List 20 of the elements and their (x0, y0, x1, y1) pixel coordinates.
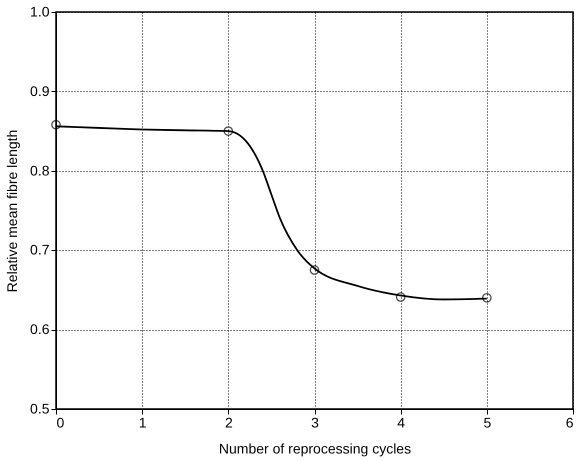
point (310, 265, 320, 275)
y-tick-label: 0.6 (30, 321, 50, 338)
x-tick-label: 1 (138, 414, 147, 430)
y-axis-title: Relative mean fibre length (4, 130, 20, 292)
x-tick-label: 3 (311, 414, 320, 430)
x-tick-label: 2 (224, 414, 233, 430)
point (51, 120, 61, 130)
x-axis-title: Number of reprocessing cycles (218, 440, 412, 456)
x-tick-label: 0 (56, 414, 64, 430)
y-tick-label: 0.5 (30, 400, 50, 416)
y-tick-label: 0.7 (30, 242, 50, 258)
point (482, 293, 492, 303)
point (224, 126, 234, 136)
point (396, 292, 406, 302)
y-tick-label: 0.9 (30, 82, 50, 99)
y-tick-label: 0.8 (30, 162, 50, 178)
x-tick-label: 5 (483, 414, 492, 430)
x-tick-label: 6 (566, 414, 574, 430)
y-tick-label: 1.0 (30, 4, 50, 20)
x-tick-label: 4 (397, 414, 406, 430)
